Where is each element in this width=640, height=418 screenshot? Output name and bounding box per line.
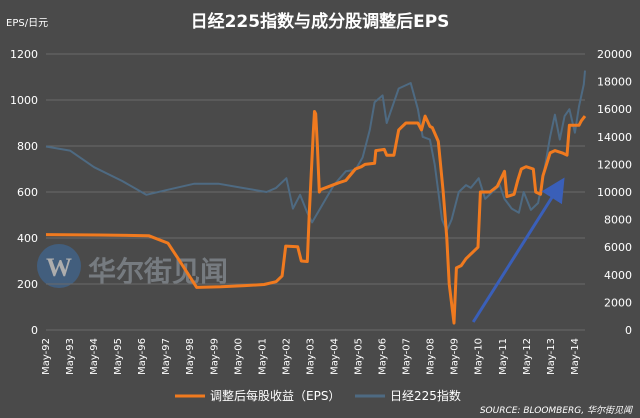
x-tick-label: May-01 xyxy=(257,338,268,375)
y-right-tick-label: 8000 xyxy=(604,214,632,227)
svg-text:W: W xyxy=(46,253,72,282)
y-left-axis: 0 200 400 600 800 1000 1200 xyxy=(10,48,38,337)
x-tick-label: May-09 xyxy=(450,338,461,375)
x-tick-label: May-10 xyxy=(474,338,485,375)
x-axis: May-92 May-93 May-94 May-95 May-96 May-97 May-… xyxy=(41,338,581,375)
x-tick-label: May-03 xyxy=(305,338,316,375)
x-tick-label: May-93 xyxy=(65,338,76,375)
y-right-tick-label: 12000 xyxy=(597,158,632,171)
watermark-text: 华尔街见闻 xyxy=(88,255,228,288)
eps-series-line xyxy=(45,110,587,325)
y-right-tick-label: 0 xyxy=(625,324,632,337)
x-tick-label: May-06 xyxy=(378,338,389,375)
y-right-tick-label: 2000 xyxy=(604,296,632,309)
nikkei-series-line xyxy=(45,70,586,232)
x-tick-label: May-95 xyxy=(113,338,124,375)
y-right-tick-label: 6000 xyxy=(604,241,632,254)
chart-title: 日经225指数与成分股调整后EPS xyxy=(191,11,450,32)
x-tick-label: May-99 xyxy=(209,338,220,375)
y-left-tick-label: 800 xyxy=(17,140,38,153)
y-left-tick-label: 1200 xyxy=(10,48,38,61)
x-tick-label: May-94 xyxy=(89,338,100,375)
y-right-tick-label: 14000 xyxy=(597,131,632,144)
x-tick-label: May-00 xyxy=(233,338,244,375)
y-right-tick-label: 10000 xyxy=(597,186,632,199)
trend-arrow xyxy=(471,177,565,323)
y-right-tick-label: 16000 xyxy=(597,103,632,116)
x-tick-label: May-04 xyxy=(329,338,340,375)
y-left-unit: EPS/日元 xyxy=(6,18,48,29)
x-tick-label: May-98 xyxy=(185,338,196,375)
x-tick-label: May-97 xyxy=(161,338,172,375)
watermark-logo: W xyxy=(37,244,81,288)
x-tick-label: May-96 xyxy=(137,338,148,375)
x-tick-label: May-11 xyxy=(498,338,509,375)
x-tick-label: May-92 xyxy=(41,338,52,375)
legend: 调整后每股收益（EPS） 日经225指数 xyxy=(175,388,461,403)
y-left-tick-label: 200 xyxy=(17,278,38,291)
y-left-tick-label: 400 xyxy=(17,232,38,245)
y-right-axis: 0 2000 4000 6000 8000 10000 12000 14000 16000 180… xyxy=(597,48,632,337)
x-tick-label: May-08 xyxy=(426,338,437,375)
y-left-tick-label: 1000 xyxy=(10,94,38,107)
x-tick-label: May-02 xyxy=(281,338,292,375)
x-tick-label: May-07 xyxy=(402,338,413,375)
source-note: SOURCE: BLOOMBERG, 华尔街见闻 xyxy=(480,405,633,416)
y-right-tick-label: 18000 xyxy=(597,76,632,89)
x-tick-label: May-13 xyxy=(546,338,557,375)
legend-eps-label: 调整后每股收益（EPS） xyxy=(210,388,340,403)
y-right-tick-label: 4000 xyxy=(604,269,632,282)
gridlines xyxy=(46,53,585,331)
legend-nikkei-label: 日经225指数 xyxy=(390,388,461,403)
x-tick-label: May-14 xyxy=(570,338,581,375)
series-layer xyxy=(45,70,587,325)
x-tick-label: May-05 xyxy=(354,338,365,375)
y-right-tick-label: 20000 xyxy=(597,48,632,61)
x-tick-label: May-12 xyxy=(522,338,533,375)
y-left-tick-label: 600 xyxy=(17,186,38,199)
y-left-tick-label: 0 xyxy=(31,324,38,337)
